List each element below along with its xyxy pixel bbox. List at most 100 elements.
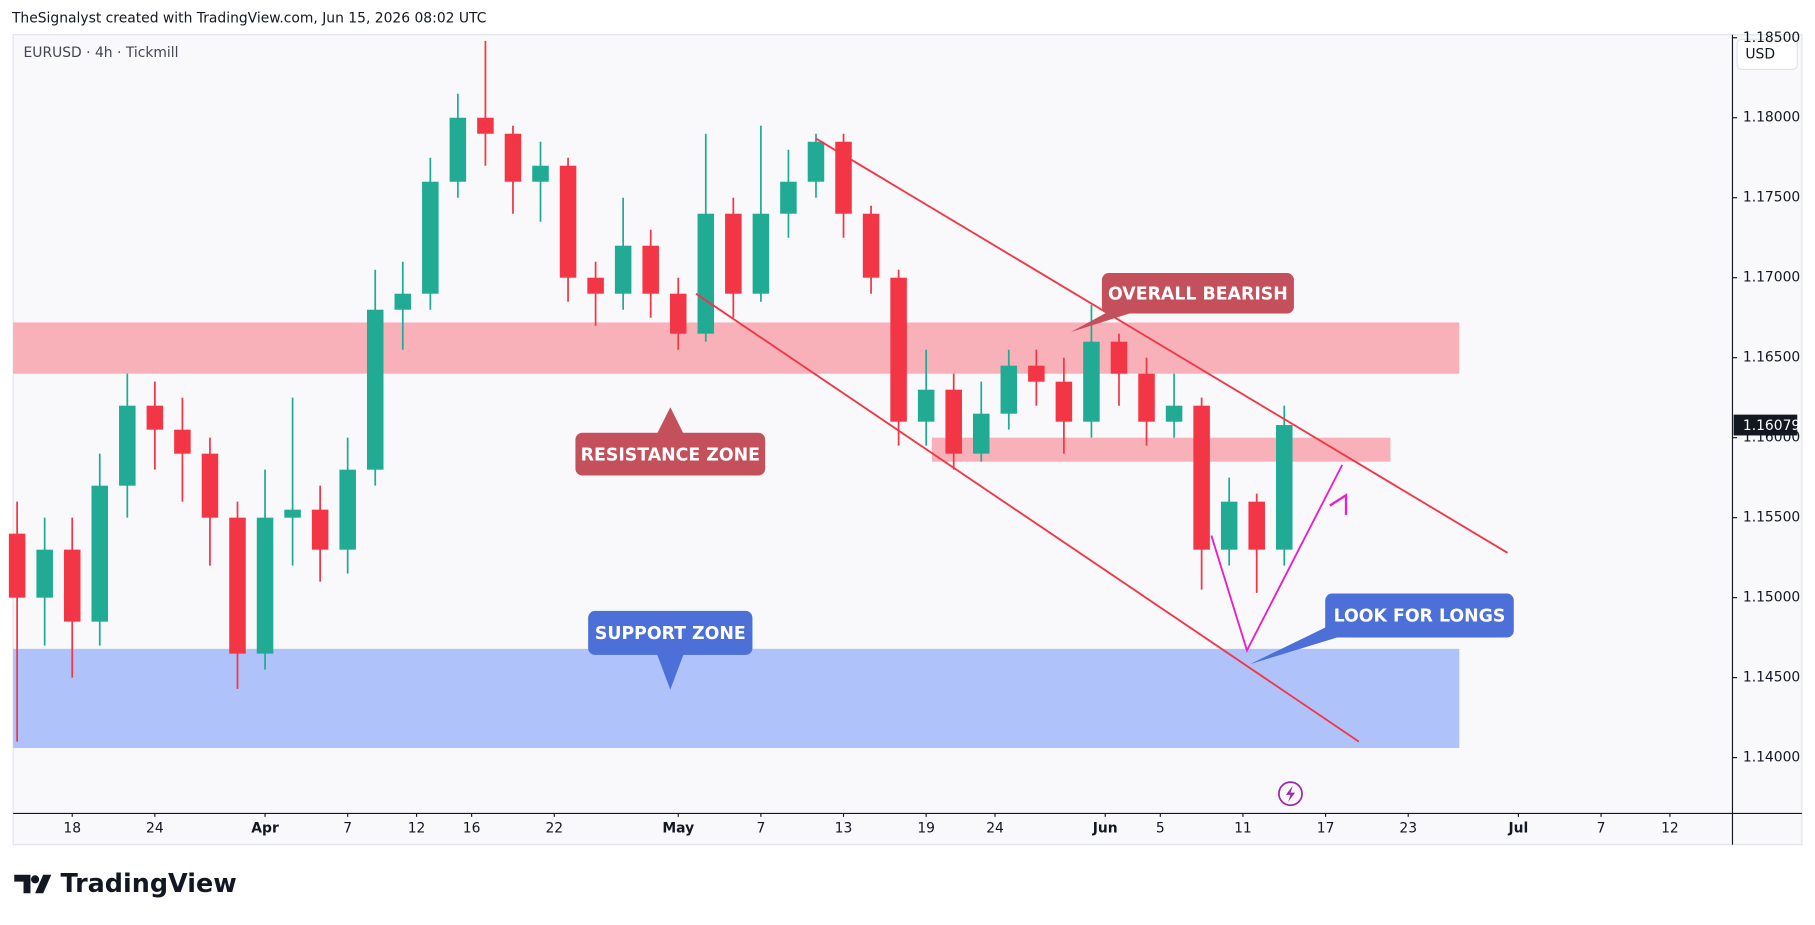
x-tick-label: 23 xyxy=(1399,820,1417,836)
plot: OVERALL BEARISH RESISTANCE ZONE SUPPORT ZO… xyxy=(8,40,1514,749)
x-tick-label: 11 xyxy=(1234,820,1252,836)
callout-tail xyxy=(656,652,685,690)
y-tick-label: 1.18500 xyxy=(1743,30,1800,46)
currency-button[interactable] xyxy=(1736,38,1798,71)
x-tick-label: Jun xyxy=(1092,820,1118,836)
trend-line xyxy=(815,137,1508,554)
x-tick-label: 24 xyxy=(146,820,164,836)
candle-body xyxy=(1028,365,1045,382)
logo-mark xyxy=(14,874,52,894)
arrow-head xyxy=(1329,493,1348,515)
candle-body xyxy=(697,213,715,334)
alert-icon[interactable] xyxy=(1278,781,1303,807)
candle-body xyxy=(1248,501,1265,550)
last-price: 1.16079 xyxy=(1743,418,1800,434)
candle-body xyxy=(229,517,246,654)
candle-body xyxy=(36,549,53,598)
candle-body xyxy=(119,405,136,486)
candle-body xyxy=(532,165,549,182)
x-tick-label: May xyxy=(662,820,694,836)
zone xyxy=(13,322,1460,374)
candle-body xyxy=(146,405,164,430)
x-tick-label: 12 xyxy=(408,820,426,836)
candle-body xyxy=(477,117,494,134)
candle-body xyxy=(201,453,219,518)
candle-body xyxy=(394,293,412,310)
candle-body xyxy=(807,141,825,182)
x-tick-label: Jul xyxy=(1508,820,1529,836)
x-tick-label: Apr xyxy=(251,820,279,836)
candle-body xyxy=(1083,341,1100,422)
callout-text: OVERALL BEARISH xyxy=(1108,284,1288,304)
candle-body xyxy=(63,549,81,622)
last-price-tag xyxy=(1733,414,1798,436)
callout-tail xyxy=(656,407,685,436)
x-tick-label: 5 xyxy=(1156,820,1165,836)
candle-body xyxy=(890,277,907,422)
x-tick-label: 17 xyxy=(1317,820,1335,836)
candle-body xyxy=(504,133,522,182)
callout-box xyxy=(575,432,766,476)
x-tick-label: 22 xyxy=(545,820,563,836)
callout-text: RESISTANCE ZONE xyxy=(581,445,760,465)
candle-body xyxy=(449,117,467,182)
candle-body xyxy=(862,213,880,278)
zone xyxy=(13,648,1460,749)
candle-body xyxy=(1110,341,1128,374)
x-tick-label: 12 xyxy=(1661,820,1679,836)
x-tick-label: 18 xyxy=(63,820,81,836)
candle-body xyxy=(1275,425,1293,550)
candle-body xyxy=(339,469,356,550)
callout-text: LOOK FOR LONGS xyxy=(1334,607,1506,627)
callout-box xyxy=(1325,593,1514,638)
y-tick-label: 1.15000 xyxy=(1743,590,1800,606)
candle-body xyxy=(972,413,990,454)
currency[interactable]: USD xyxy=(1745,46,1775,62)
trend-line xyxy=(695,292,1360,743)
y-tick-label: 1.17000 xyxy=(1743,270,1800,286)
callout-box xyxy=(1101,273,1294,314)
logo-dot xyxy=(31,875,40,884)
candle-body xyxy=(174,429,191,454)
candle-body xyxy=(559,165,577,278)
x-tick-label: 7 xyxy=(1597,820,1606,836)
candle-body xyxy=(642,245,659,294)
candle-body xyxy=(1193,405,1210,550)
y-tick-label: 1.14000 xyxy=(1743,750,1800,766)
x-tick-label: 24 xyxy=(986,820,1004,836)
candle-body xyxy=(669,293,687,334)
alert-bolt xyxy=(1285,785,1296,802)
tradingview-logo: TradingView xyxy=(14,869,237,899)
candle-body xyxy=(835,141,852,214)
symbol-title: EURUSD · 4h · Tickmill xyxy=(24,45,179,61)
candle-body xyxy=(1220,501,1238,550)
y-tick-label: 1.17500 xyxy=(1743,190,1800,206)
zone xyxy=(931,437,1391,462)
candle-body xyxy=(1138,373,1155,422)
candle-body xyxy=(91,485,109,622)
y-tick-label: 1.16500 xyxy=(1743,350,1800,366)
candle-body xyxy=(945,389,962,454)
x-tick-label: 7 xyxy=(343,820,352,836)
candle-body xyxy=(256,517,274,654)
y-tick-label: 1.18000 xyxy=(1743,110,1800,126)
credit: TheSignalyst created with TradingView.co… xyxy=(11,11,486,27)
candle-body xyxy=(8,533,26,598)
candle-body xyxy=(311,509,329,550)
candle-body xyxy=(422,181,439,294)
candle-body xyxy=(366,309,384,470)
x-tick-label: 16 xyxy=(463,820,481,836)
callout-tail xyxy=(1249,624,1349,665)
candle-body xyxy=(284,509,301,518)
candle-body xyxy=(1000,365,1018,414)
candle-body xyxy=(752,213,770,294)
candle-body xyxy=(1055,381,1073,422)
candle-body xyxy=(1165,405,1183,422)
candle-body xyxy=(780,181,797,214)
x-tick-label: 13 xyxy=(835,820,853,836)
candle-body xyxy=(587,277,604,294)
y-tick-label: 1.14500 xyxy=(1743,670,1800,686)
candle-body xyxy=(917,389,935,422)
x-tick-label: 7 xyxy=(756,820,765,836)
